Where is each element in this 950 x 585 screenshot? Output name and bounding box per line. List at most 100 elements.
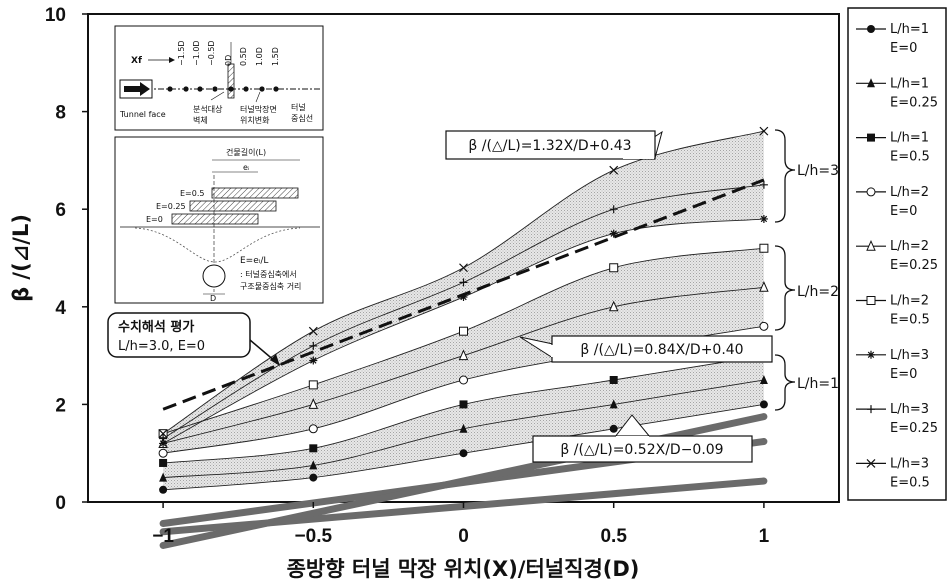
legend-item: L/h=2 E=0.25 bbox=[856, 239, 938, 273]
legend-label: L/h=2 bbox=[890, 185, 929, 200]
series-4-point bbox=[759, 321, 769, 331]
svg-text:위치변화: 위치변화 bbox=[240, 115, 270, 125]
x-tick-label: 0.5 bbox=[600, 526, 627, 547]
series-1-point bbox=[309, 473, 318, 482]
legend-item: L/h=3 E=0 bbox=[856, 348, 929, 382]
legend-label: L/h=1 bbox=[890, 131, 929, 146]
y-axis-label: β /(⊿/L) bbox=[9, 214, 33, 302]
legend-label: E=0.5 bbox=[890, 150, 930, 165]
series-6-point bbox=[759, 243, 769, 253]
svg-text:E=eᵢ/L: E=eᵢ/L bbox=[240, 256, 268, 266]
legend-label: E=0.5 bbox=[890, 475, 930, 490]
legend-item: L/h=3 E=0.25 bbox=[856, 402, 938, 436]
series-3-point bbox=[609, 376, 618, 384]
legend-item: L/h=1 E=0 bbox=[856, 22, 929, 56]
series-2-point bbox=[459, 423, 468, 433]
svg-text:건물길이(L): 건물길이(L) bbox=[226, 147, 266, 157]
legend-item: L/h=3 E=0.5 bbox=[856, 456, 930, 490]
series-1-point bbox=[609, 424, 618, 433]
group-brace-lh3: L/h=3 bbox=[774, 129, 839, 223]
series-5-point bbox=[308, 398, 319, 409]
series-4-point bbox=[308, 424, 318, 434]
legend-label: E=0.25 bbox=[890, 421, 938, 436]
series-9-point bbox=[308, 326, 318, 336]
inset-position-label: 0.5D bbox=[239, 47, 248, 66]
svg-text:Tunnel face: Tunnel face bbox=[119, 110, 166, 119]
fit-label-lh3: β /(△/L)=1.32X/D+0.43 bbox=[445, 130, 663, 160]
series-5-point bbox=[608, 300, 619, 312]
legend-item: L/h=1 E=0.5 bbox=[856, 131, 930, 165]
inset-eccentricity: 건물길이(L) eᵢ E=0.5 E=0.25 E=0 D E=eᵢ/L : 터… bbox=[114, 136, 324, 304]
svg-text:E=0.5: E=0.5 bbox=[180, 189, 204, 198]
legend-label: L/h=1 bbox=[890, 76, 929, 91]
legend-marker bbox=[866, 458, 876, 468]
legend-label: E=0 bbox=[890, 41, 917, 56]
inset-position-dot bbox=[167, 86, 173, 92]
series-3-point bbox=[309, 444, 318, 453]
x-tick-label: 0 bbox=[458, 526, 469, 547]
svg-text:터널: 터널 bbox=[291, 103, 306, 112]
inset-position-dot bbox=[259, 86, 265, 92]
series-5-point bbox=[759, 281, 769, 292]
series-9-point bbox=[759, 126, 769, 136]
series-9-point bbox=[459, 263, 468, 273]
inset-position-dot bbox=[243, 86, 249, 92]
legend-marker bbox=[867, 78, 875, 88]
svg-text:구조물중심축 거리: 구조물중심축 거리 bbox=[240, 281, 301, 291]
series-1-point bbox=[159, 485, 168, 494]
legend-marker bbox=[867, 350, 875, 359]
svg-text:D: D bbox=[210, 294, 216, 303]
inset-position-dot bbox=[197, 86, 203, 92]
inset-position-dot bbox=[228, 86, 234, 92]
inset-position-label: 1.0D bbox=[255, 47, 264, 66]
series-1-point bbox=[459, 449, 468, 458]
series-6-point bbox=[308, 380, 318, 390]
legend-label: L/h=1 bbox=[890, 22, 929, 37]
inset-position-dot bbox=[183, 86, 189, 92]
x-tick-label: 1 bbox=[759, 526, 770, 547]
svg-text:L/h=2: L/h=2 bbox=[797, 284, 839, 300]
legend-label: E=0.25 bbox=[890, 95, 938, 110]
legend-label: E=0.5 bbox=[890, 313, 930, 328]
x-tick-label: −1 bbox=[152, 526, 174, 547]
inset-position-label: 1.5D bbox=[271, 47, 280, 66]
inset-position-dot bbox=[212, 86, 218, 92]
inset-position-label: −1.5D bbox=[177, 40, 186, 66]
svg-text:L/h=3.0, E=0: L/h=3.0, E=0 bbox=[118, 339, 205, 354]
series-5-point bbox=[458, 349, 469, 361]
legend-label: L/h=3 bbox=[890, 402, 929, 417]
svg-text:E=0.25: E=0.25 bbox=[156, 202, 186, 211]
series-2-point bbox=[609, 399, 618, 409]
svg-text:β /(△/L)=1.32X/D+0.43: β /(△/L)=1.32X/D+0.43 bbox=[468, 138, 631, 154]
svg-text:: 터널중심축에서: : 터널중심축에서 bbox=[240, 269, 297, 279]
y-tick-label: 4 bbox=[55, 298, 66, 319]
y-tick-label: 0 bbox=[55, 493, 66, 514]
x-axis-label: 종방향 터널 막장 위치(X)/터널직경(D) bbox=[287, 557, 640, 581]
y-tick-label: 10 bbox=[45, 5, 66, 26]
legend-item: L/h=2 E=0 bbox=[856, 185, 929, 219]
series-2-point bbox=[759, 375, 768, 384]
svg-text:분석대상: 분석대상 bbox=[193, 104, 223, 114]
legend-label: E=0.25 bbox=[890, 258, 938, 273]
y-tick-label: 8 bbox=[55, 103, 66, 124]
y-tick-label: 6 bbox=[55, 200, 66, 221]
band-group-1 bbox=[163, 355, 764, 490]
numerical-callout: 수치해석 평가 L/h=3.0, E=0 bbox=[107, 312, 280, 366]
legend-label: L/h=3 bbox=[890, 456, 929, 471]
series-8-point bbox=[759, 180, 768, 189]
fit-label-lh1: β /(△/L)=0.52X/D−0.09 bbox=[532, 414, 753, 463]
legend-label: E=0 bbox=[890, 204, 917, 219]
series-8-point bbox=[609, 205, 618, 214]
series-4-point bbox=[459, 375, 468, 385]
svg-text:벽체: 벽체 bbox=[193, 115, 208, 125]
legend: L/h=1E=0L/h=1E=0.25L/h=1E=0.5L/h=2E=0L/h… bbox=[856, 22, 938, 490]
legend-label: L/h=3 bbox=[890, 348, 929, 363]
legend-label: E=0 bbox=[890, 367, 917, 382]
legend-frame bbox=[847, 7, 947, 501]
inset-position-dot bbox=[273, 86, 279, 92]
legend-marker bbox=[866, 296, 876, 305]
series-8-point bbox=[159, 434, 168, 443]
legend-marker bbox=[866, 239, 876, 251]
